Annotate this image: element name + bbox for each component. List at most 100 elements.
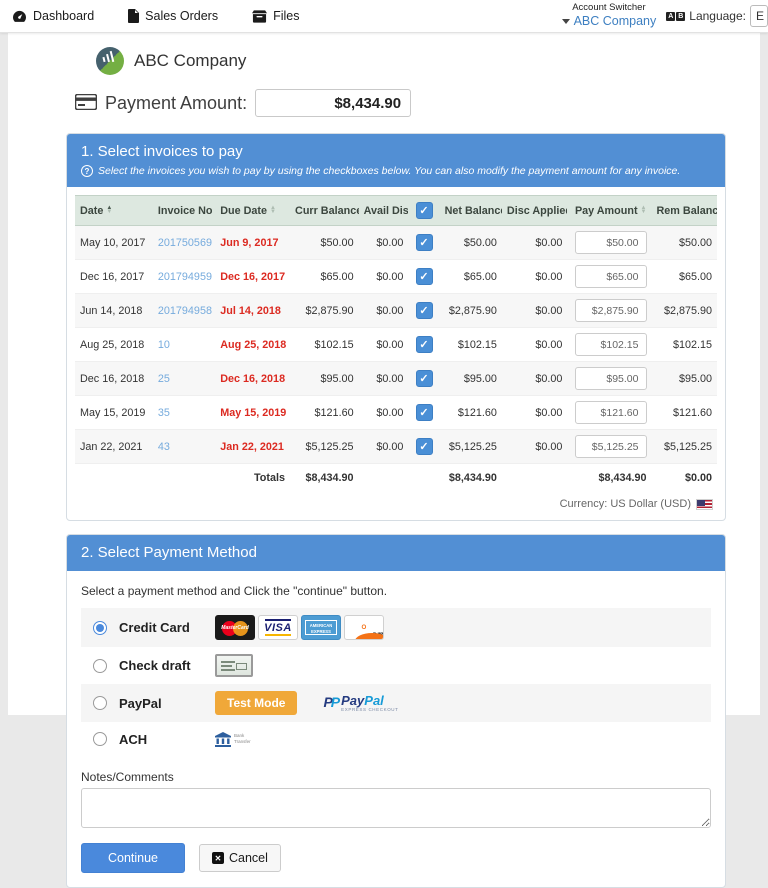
- invoice-avail-disc: $0.00: [358, 293, 409, 328]
- invoice-avail-disc: $0.00: [358, 361, 409, 396]
- invoice-checkbox[interactable]: [415, 404, 433, 421]
- invoice-due-date: Aug 25, 2018: [215, 327, 291, 362]
- invoice-disc-applied: $0.00: [501, 225, 568, 260]
- payment-method-panel: 2. Select Payment Method Select a paymen…: [66, 534, 726, 888]
- ach-radio[interactable]: [93, 732, 107, 746]
- method-row-check-draft[interactable]: Check draft: [81, 647, 711, 684]
- company-name: ABC Company: [134, 51, 247, 70]
- invoice-avail-disc: $0.00: [358, 395, 409, 430]
- invoice-row: Dec 16, 2017 201794959 Dec 16, 2017 $65.…: [75, 259, 717, 294]
- invoice-pay-amount-input[interactable]: [575, 333, 647, 356]
- sort-icon: ▲ ▼: [270, 205, 276, 215]
- col-header-date[interactable]: Date ▲ ▼: [75, 195, 153, 226]
- invoice-number-link[interactable]: 35: [157, 406, 170, 419]
- invoice-number-cell: 10: [152, 327, 216, 362]
- mastercard-icon: MasterCard: [215, 615, 255, 640]
- nav-item-files[interactable]: Files: [252, 9, 300, 23]
- invoice-due-date: Jul 14, 2018: [215, 293, 291, 328]
- account-switcher-dropdown[interactable]: ABC Company: [561, 14, 656, 30]
- invoice-number-link[interactable]: 201794959: [157, 270, 212, 283]
- totals-label: Totals: [75, 463, 291, 492]
- check-draft-radio[interactable]: [93, 658, 107, 673]
- method-row-paypal[interactable]: PayPal Test Mode PP PayPal EXPRESS CHECK…: [81, 684, 711, 722]
- invoice-rem-balance: $102.15: [651, 327, 717, 362]
- invoice-disc-applied: $0.00: [501, 429, 568, 464]
- nav-item-dashboard[interactable]: Dashboard: [12, 9, 94, 23]
- col-header-curr-balance[interactable]: Curr Balance▲▼: [290, 195, 359, 226]
- invoice-checkbox[interactable]: [415, 234, 433, 251]
- invoice-pay-amount-input[interactable]: [575, 435, 647, 458]
- select-all-checkbox[interactable]: [415, 202, 433, 219]
- invoice-number-link[interactable]: 43: [157, 440, 170, 453]
- method-label: ACH: [119, 731, 148, 747]
- bank-transfer-icon: Bank Transfer: [215, 731, 251, 747]
- invoice-number-link[interactable]: 10: [157, 338, 170, 351]
- invoice-table-body: May 10, 2017 201750569 Jun 9, 2017 $50.0…: [75, 225, 717, 464]
- nav-item-sales-orders[interactable]: Sales Orders: [128, 9, 218, 23]
- main-content: ABC Company Payment Amount: 1. Select in…: [8, 33, 760, 888]
- invoice-checkbox-cell: [408, 293, 440, 328]
- invoice-net-balance: $65.00: [439, 259, 502, 294]
- invoice-number-link[interactable]: 201750569: [157, 236, 212, 249]
- invoice-row: May 10, 2017 201750569 Jun 9, 2017 $50.0…: [75, 225, 717, 260]
- invoice-curr-balance: $102.15: [290, 327, 359, 362]
- invoice-checkbox-cell: [408, 395, 440, 430]
- col-header-avail-disc[interactable]: Avail Disc▲▼: [358, 195, 409, 226]
- totals-pay-amount: $8,434.90: [567, 463, 652, 492]
- invoice-number-link[interactable]: 25: [157, 372, 170, 385]
- invoice-curr-balance: $5,125.25: [290, 429, 359, 464]
- select-invoices-header: 1. Select invoices to pay ? Select the i…: [67, 134, 725, 187]
- col-header-select-all: [408, 195, 440, 226]
- col-header-invoice-no[interactable]: Invoice No▲▼: [152, 195, 216, 226]
- method-row-ach[interactable]: ACH Bank Transfer: [81, 722, 711, 756]
- visa-icon: VISA: [258, 615, 298, 640]
- invoice-row: Jan 22, 2021 43 Jan 22, 2021 $5,125.25 $…: [75, 429, 717, 464]
- totals-net-balance: $8,434.90: [439, 463, 502, 492]
- method-label: Check draft: [119, 658, 191, 673]
- invoice-date: Aug 25, 2018: [75, 327, 153, 362]
- invoice-number-cell: 201794958: [152, 293, 216, 328]
- invoice-checkbox[interactable]: [415, 336, 433, 353]
- invoice-rem-balance: $2,875.90: [651, 293, 717, 328]
- notes-textarea[interactable]: [81, 788, 711, 828]
- col-header-due-date[interactable]: Due Date ▲ ▼: [215, 195, 291, 226]
- invoice-pay-amount-input[interactable]: [575, 367, 647, 390]
- invoice-date: Jun 14, 2018: [75, 293, 153, 328]
- invoice-pay-amount-input[interactable]: [575, 231, 647, 254]
- invoice-table-header-row: Date▲▼ Invoice No▲▼ Due Date▲▼ Curr Bala…: [75, 195, 717, 226]
- invoice-pay-amount-cell: [567, 395, 652, 430]
- payment-amount-input[interactable]: [255, 89, 412, 117]
- invoice-date: Dec 16, 2017: [75, 259, 153, 294]
- continue-button[interactable]: Continue: [81, 843, 185, 873]
- language-select[interactable]: E: [750, 5, 768, 27]
- cancel-button-label: Cancel: [229, 851, 268, 865]
- invoice-pay-amount-input[interactable]: [575, 401, 647, 424]
- select-invoices-subtitle: Select the invoices you wish to pay by u…: [98, 165, 681, 177]
- method-label: Credit Card: [119, 620, 190, 635]
- invoice-number-link[interactable]: 201794958: [157, 304, 212, 317]
- invoice-checkbox[interactable]: [415, 302, 433, 319]
- invoice-table-wrap: Date▲▼ Invoice No▲▼ Due Date▲▼ Curr Bala…: [67, 187, 725, 492]
- invoice-pay-amount-input[interactable]: [575, 299, 647, 322]
- payment-method-body: Select a payment method and Click the "c…: [67, 571, 725, 887]
- invoice-date: May 10, 2017: [75, 225, 153, 260]
- method-row-credit-card[interactable]: Credit Card MasterCard VISA AMERICAN EXP…: [81, 608, 711, 647]
- invoice-checkbox[interactable]: [415, 370, 433, 387]
- totals-row: Totals $8,434.90 $8,434.90 $8,434.90 $0.…: [75, 463, 717, 492]
- invoice-curr-balance: $50.00: [290, 225, 359, 260]
- col-header-disc-applied[interactable]: Disc Applied▲▼: [501, 195, 568, 226]
- invoice-checkbox[interactable]: [415, 268, 433, 285]
- payment-method-title: 2. Select Payment Method: [81, 544, 257, 561]
- invoice-pay-amount-input[interactable]: [575, 265, 647, 288]
- col-header-rem-balance[interactable]: Rem Balance▲▼: [651, 195, 717, 226]
- test-mode-badge: Test Mode: [215, 691, 298, 715]
- invoice-checkbox[interactable]: [415, 438, 433, 455]
- payment-method-header: 2. Select Payment Method: [67, 535, 725, 571]
- paypal-radio[interactable]: [93, 696, 107, 710]
- credit-card-radio[interactable]: [93, 620, 107, 635]
- cancel-button[interactable]: ✕ Cancel: [199, 844, 281, 872]
- check-draft-icon: [215, 654, 253, 677]
- payment-method-instruction: Select a payment method and Click the "c…: [81, 584, 388, 598]
- col-header-pay-amount[interactable]: Pay Amount ▲ ▼: [567, 195, 652, 226]
- totals-rem-balance: $0.00: [651, 463, 717, 492]
